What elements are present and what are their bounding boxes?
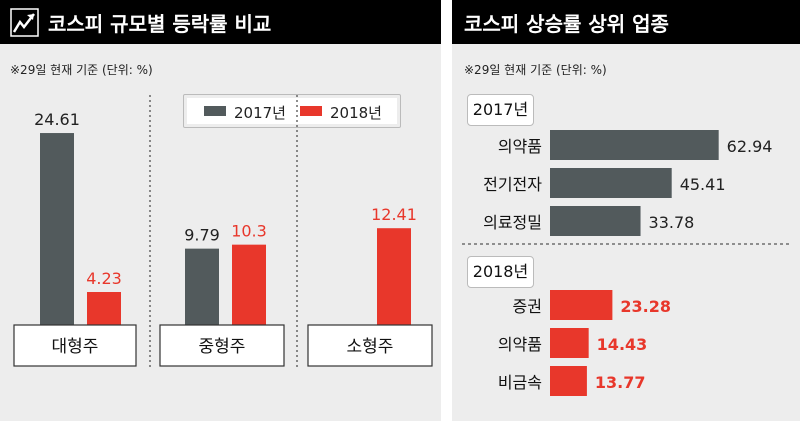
row-label-2018년-의약품: 의약품 xyxy=(498,335,542,354)
row-label-2017년-전기전자: 전기전자 xyxy=(483,175,542,194)
bar-중형주-2017년 xyxy=(185,248,219,325)
bar-소형주-2018년 xyxy=(377,228,411,325)
data-label-대형주-2018년: 4.23 xyxy=(86,269,122,288)
row-label-2017년-의약품: 의약품 xyxy=(498,137,542,156)
legend-swatch-2017 xyxy=(204,106,226,116)
left-title-bar xyxy=(0,0,441,44)
category-box-대형주 xyxy=(13,324,137,367)
year-tag-2017: 2017년 xyxy=(467,94,534,126)
value-label-2018년-증권: 23.28 xyxy=(620,297,671,316)
category-label-소형주: 소형주 xyxy=(347,337,394,357)
value-label-2018년-의약품: 14.43 xyxy=(597,335,648,354)
row-label-2017년-의료정밀: 의료정밀 xyxy=(483,213,542,232)
value-label-2018년-비금속: 13.77 xyxy=(595,373,646,392)
row-label-2018년-비금속: 비금속 xyxy=(498,373,542,392)
legend-swatch-2018 xyxy=(300,106,322,116)
bar-대형주-2017년 xyxy=(40,133,74,325)
hbar-2018년-의약품 xyxy=(550,328,589,358)
hbar-2017년-의료정밀 xyxy=(550,206,641,236)
category-label-중형주: 중형주 xyxy=(199,337,246,357)
value-label-2017년-의약품: 62.94 xyxy=(727,137,773,156)
right-subtitle: ※29일 현재 기준 (단위: %) xyxy=(464,63,607,77)
data-label-중형주-2017년: 9.79 xyxy=(184,226,220,245)
right-chart-title: 코스피 상승률 상위 업종 xyxy=(464,12,669,36)
left-subtitle: ※29일 현재 기준 (단위: %) xyxy=(10,63,153,77)
value-label-2017년-의료정밀: 33.78 xyxy=(649,213,695,232)
legend-label-2018: 2018년 xyxy=(330,104,382,122)
legend-label-2017: 2017년 xyxy=(234,104,286,122)
left-chart-title: 코스피 규모별 등락률 비교 xyxy=(48,12,272,36)
trend-chart-icon xyxy=(10,8,39,37)
category-label-대형주: 대형주 xyxy=(52,337,99,357)
data-label-중형주-2018년: 10.3 xyxy=(231,222,267,241)
row-label-2018년-증권: 증권 xyxy=(513,297,542,316)
hbar-2018년-증권 xyxy=(550,290,613,320)
data-label-소형주-2018년: 12.41 xyxy=(371,205,417,224)
bar-중형주-2018년 xyxy=(232,244,266,325)
category-box-중형주 xyxy=(159,324,285,367)
hbar-2018년-비금속 xyxy=(550,366,587,396)
hbar-2017년-의약품 xyxy=(550,130,719,160)
right-title-bar xyxy=(452,0,800,44)
bar-대형주-2018년 xyxy=(87,292,121,325)
value-label-2017년-전기전자: 45.41 xyxy=(680,175,726,194)
year-tag-2018: 2018년 xyxy=(467,256,534,288)
category-box-소형주 xyxy=(307,324,433,367)
legend: 2017년 2018년 xyxy=(183,94,401,128)
data-label-대형주-2017년: 24.61 xyxy=(34,110,80,129)
hbar-2017년-전기전자 xyxy=(550,168,672,198)
